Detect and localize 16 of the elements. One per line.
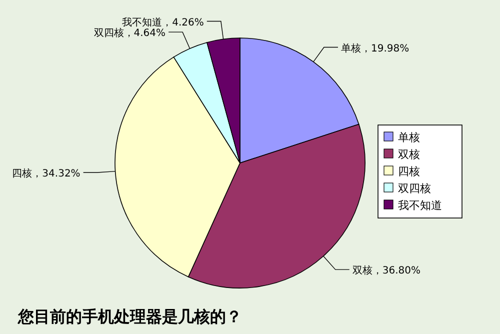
slice-label: 四核 [12, 168, 32, 180]
slice-label: 单核 [340, 42, 361, 54]
legend-label: 双核 [398, 148, 420, 161]
legend-label: 单核 [398, 131, 420, 144]
slice-label: 我不知道 [122, 16, 162, 28]
data-label: ，4.26% [162, 17, 204, 28]
slice-label: 双四核 [94, 27, 124, 40]
data-label: ，36.80% [372, 266, 421, 277]
legend-label: 我不知道 [398, 199, 442, 212]
slice-label: 双核 [352, 264, 372, 277]
data-label: ，34.32% [32, 168, 80, 180]
legend-label: 双四核 [398, 182, 431, 195]
data-label: ，19.98% [360, 43, 410, 54]
legend-label: 四核 [398, 165, 420, 178]
text: 您目前的手机处理器是几核的？ [17, 307, 242, 326]
data-label: ，4.64% [124, 28, 166, 40]
